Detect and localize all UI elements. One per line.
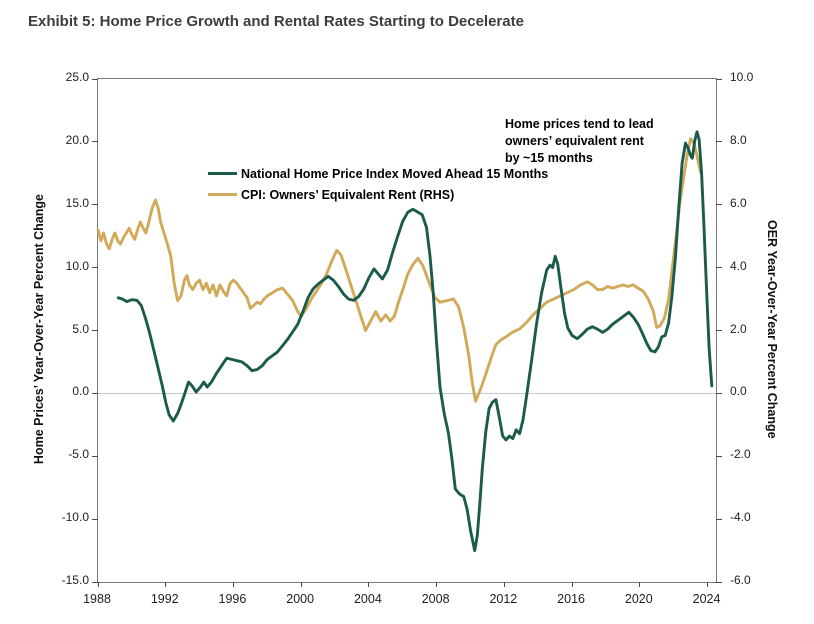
x-tick-label: 2004 <box>353 592 382 606</box>
legend-row-oer: CPI: Owners’ Equivalent Rent (RHS) <box>208 184 548 205</box>
hpi-line-swatch <box>208 171 237 176</box>
left-tick-mark <box>92 581 98 583</box>
annotation-line-2: owners’ equivalent rent <box>505 134 644 148</box>
chart-title: Exhibit 5: Home Price Growth and Rental … <box>28 13 524 30</box>
left-tick-label: 5.0 <box>72 321 89 336</box>
series-canvas <box>96 130 714 553</box>
left-tick-label: -5.0 <box>68 447 89 462</box>
plot-area: National Home Price Index Moved Ahead 15… <box>92 78 722 587</box>
x-tick-mark <box>300 582 302 587</box>
right-tick-label: 2.0 <box>730 321 747 336</box>
left-tick-label: 0.0 <box>72 384 89 399</box>
left-tick-label: 25.0 <box>65 70 89 84</box>
right-tick-mark <box>716 204 722 206</box>
left-tick-mark <box>92 267 98 269</box>
right-tick-label: -2.0 <box>730 447 751 462</box>
right-axis-title-text: OER Year-Over-Year Percent Change <box>765 220 779 439</box>
x-tick-mark <box>571 582 573 587</box>
x-tick-label: 2012 <box>489 592 518 606</box>
right-tick-mark <box>716 330 722 331</box>
oer-line-swatch <box>208 192 237 197</box>
x-tick-mark <box>436 582 438 587</box>
x-tick-mark <box>368 582 370 587</box>
x-tick-mark <box>707 582 709 587</box>
right-tick-mark <box>716 78 722 80</box>
right-tick-mark <box>716 518 722 520</box>
right-tick-mark <box>716 267 722 269</box>
oer-legend-label: CPI: Owners’ Equivalent Rent (RHS) <box>241 187 455 202</box>
x-tick-label: 2020 <box>624 592 653 606</box>
right-tick-mark <box>716 455 722 457</box>
left-tick-label: -15.0 <box>61 573 89 587</box>
x-tick-label: 1988 <box>83 592 111 606</box>
annotation-line-1: Home prices tend to lead <box>505 117 654 131</box>
annotation-text: Home prices tend to lead owners’ equival… <box>505 116 654 167</box>
left-tick-mark <box>92 141 98 143</box>
x-tick-label: 1996 <box>218 592 247 606</box>
right-tick-label: 10.0 <box>730 70 754 84</box>
left-tick-label: 15.0 <box>65 195 89 210</box>
right-axis-title: OER Year-Over-Year Percent Change <box>757 78 787 581</box>
left-tick-mark <box>92 392 98 394</box>
right-tick-label: 4.0 <box>730 258 747 273</box>
right-tick-mark <box>716 581 722 583</box>
right-tick-label: 0.0 <box>730 384 747 399</box>
right-tick-label: 8.0 <box>730 132 747 147</box>
legend-row-hpi: National Home Price Index Moved Ahead 15… <box>208 163 548 184</box>
x-tick-label: 2024 <box>692 592 721 606</box>
left-tick-mark <box>92 455 98 457</box>
right-tick-mark <box>716 141 722 143</box>
x-tick-label: 2008 <box>421 592 450 606</box>
zero-gridline <box>98 392 716 394</box>
left-tick-mark <box>92 330 98 331</box>
left-tick-mark <box>92 78 98 80</box>
x-tick-mark <box>97 582 99 587</box>
hpi-line <box>116 130 714 553</box>
left-tick-label: 10.0 <box>65 258 89 273</box>
left-tick-label: 20.0 <box>65 132 89 147</box>
x-tick-mark <box>165 582 167 587</box>
left-tick-mark <box>92 204 98 206</box>
x-tick-mark <box>232 582 234 587</box>
right-tick-mark <box>716 392 722 394</box>
x-tick-label: 2000 <box>286 592 315 606</box>
annotation-line-3: by ~15 months <box>505 151 593 165</box>
right-tick-label: -4.0 <box>730 510 751 525</box>
x-tick-mark <box>639 582 641 587</box>
oer-line <box>96 137 703 403</box>
x-tick-mark <box>503 582 505 587</box>
right-tick-label: -6.0 <box>730 573 751 587</box>
x-tick-label: 1992 <box>150 592 179 606</box>
x-tick-label: 2016 <box>557 592 585 606</box>
right-tick-label: 6.0 <box>730 195 747 210</box>
left-tick-mark <box>92 518 98 520</box>
hpi-legend-label: National Home Price Index Moved Ahead 15… <box>241 166 549 181</box>
left-tick-label: -10.0 <box>61 510 89 525</box>
legend: National Home Price Index Moved Ahead 15… <box>208 163 548 205</box>
